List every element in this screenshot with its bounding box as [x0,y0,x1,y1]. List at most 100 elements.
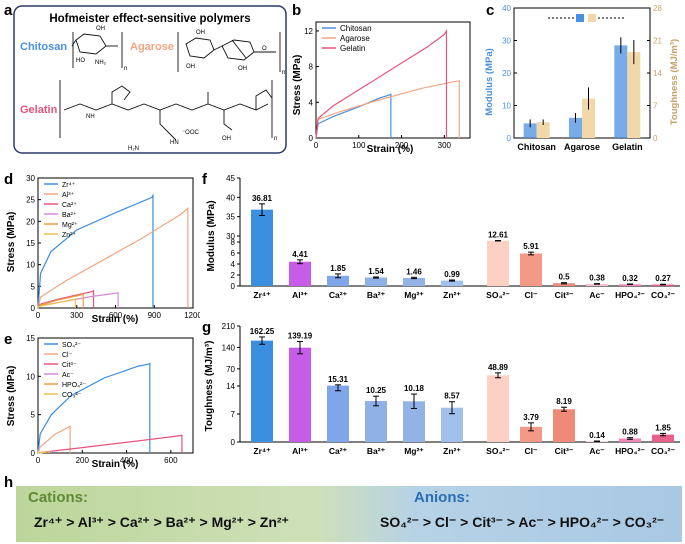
chart-c: c Modulus (MPa) Toughness (MJ/m³) 0 10 20 3… [484,2,680,152]
chitosan-structure [71,32,123,68]
bar [487,240,509,286]
series-line [37,289,95,309]
data-label: 10.18 [404,384,425,393]
bar [403,401,425,442]
category-label: Agarose [564,142,600,152]
category-label: Cit³⁻ [555,446,574,456]
chitosan-ho: HO [76,58,85,64]
plot-frame [37,337,194,454]
chart-g: g Toughness (MJ/m³) 0 7 14 70 140 210 162.25 Zr… [202,319,680,456]
y2-tick-label: 7 [653,102,658,111]
toughness-bar [627,52,641,138]
data-label: 12.61 [488,231,509,240]
data-label: 0.38 [589,274,605,283]
bar [365,277,387,286]
chitosan-n: n [124,66,127,72]
panel-letter-g: g [202,319,211,336]
cation-series: Zr⁴⁺ > Al³⁺ > Ca²⁺ > Ba²⁺ > Mg²⁺ > Zn²⁺ [34,514,289,530]
data-label: 48.89 [488,363,509,372]
series-line [37,207,189,309]
series-line [37,298,77,309]
plot-frame [315,21,471,139]
category-label: Zr⁴⁺ [253,446,271,456]
legend-label: Ac⁻ [62,372,74,379]
legend-label: Chitosan [340,24,372,33]
bar [327,385,349,442]
y-tick-label: 140 [222,343,236,352]
x-tick-label: 600 [109,311,123,320]
chart-e-ylabel: Stress (MPa) [6,366,17,427]
chart-f-ylabel: Modulus (MPa) [206,200,217,271]
chart-d-xlabel: Strain (%) [92,314,139,325]
category-label: Gelatin [612,142,643,152]
x-tick-label: 0 [36,311,41,320]
y-tick-label: 6 [231,249,236,258]
agarose-structure [177,32,281,72]
category-label: Cit³⁻ [555,290,574,300]
y-tick-label: 70 [226,365,235,374]
chitosan-oh: OH [96,26,105,32]
series-line [37,451,50,454]
series-line [37,193,154,309]
bar [652,434,674,442]
bar [251,209,273,286]
category-label: Ac⁻ [589,290,605,300]
category-label: CO₃²⁻ [651,290,676,300]
data-label: 162.25 [250,327,275,336]
data-label: 5.91 [523,242,539,251]
series-line [315,28,448,139]
gelatin-ooc: ⁻OOC [182,130,200,136]
chart-b-ylabel: Stress (MPa) [292,55,303,116]
panel-letter-b: b [292,2,301,19]
x-tick-label: 0 [314,141,319,150]
data-label: 0.88 [622,428,638,437]
y-tick-label: 8 [309,63,314,72]
y-tick-label: 10 [26,372,35,381]
bar [487,375,509,442]
x-tick-label: 600 [164,456,178,465]
y2-tick-label: 14 [653,69,662,78]
data-label: 15.31 [328,375,349,384]
x-tick-label: 200 [76,456,90,465]
x-tick-label: 200 [395,141,409,150]
legend-label: Gelatin [340,44,365,53]
bar [251,340,273,442]
data-label: 10.25 [366,386,387,395]
category-label: SO₄²⁻ [486,446,510,456]
bar [586,283,608,286]
legend-label: Al³⁺ [62,192,75,199]
y-tick-label: 0 [231,282,236,291]
category-label: Ac⁻ [589,446,605,456]
data-label: 0.32 [622,274,638,283]
bar [520,253,542,286]
legend-label: Cit³⁻ [62,362,77,369]
chart-b: b Stress (MPa) Strain (%) 0 100 200 300 0 4 8 1… [292,2,471,155]
category-label: Mg²⁺ [404,446,424,456]
legend-label: HPO₄²⁻ [62,382,86,389]
modulus-bar [614,45,628,138]
y-tick-label: 5 [31,282,36,291]
y-tick-label: 4 [309,98,314,107]
legend-label: Ca²⁺ [62,202,77,209]
x-tick-label: 400 [120,456,134,465]
category-label: SO₄²⁻ [486,290,510,300]
x-tick-label: 300 [438,141,452,150]
bar [365,401,387,442]
chart-g-ylabel: Toughness (MJ/m³) [204,341,215,432]
data-label: 1.46 [406,267,422,276]
category-label: Zn²⁺ [443,290,461,300]
bar [327,275,349,286]
category-label: Ca²⁺ [329,446,348,456]
agarose-oh-1: OH [196,30,205,36]
y-tick-label: 0 [31,304,36,313]
legend-label: Agarose [340,34,370,43]
bar [403,277,425,286]
legend-swatch-modulus [576,14,584,22]
y-tick-label: 30 [226,232,235,241]
gelatin-oh: OH [222,136,231,142]
bar [619,284,641,286]
bar [441,407,463,442]
bar [553,283,575,286]
y-tick-label: 0 [309,134,314,143]
panel-h: h Cations: Zr⁴⁺ > Al³⁺ > Ca²⁺ > Ba²⁺ > M… [0,474,685,544]
